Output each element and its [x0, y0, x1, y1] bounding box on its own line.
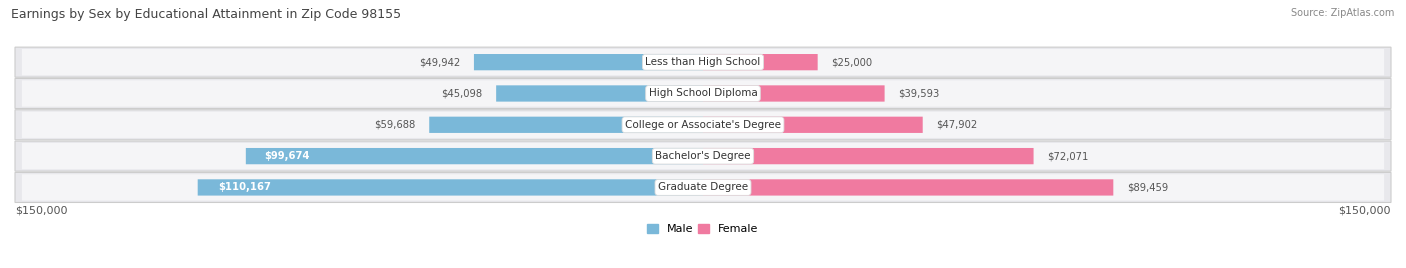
- FancyBboxPatch shape: [22, 174, 1384, 200]
- FancyBboxPatch shape: [246, 148, 703, 164]
- Text: High School Diploma: High School Diploma: [648, 88, 758, 98]
- FancyBboxPatch shape: [15, 110, 1391, 140]
- FancyBboxPatch shape: [703, 179, 1114, 196]
- Text: $45,098: $45,098: [441, 88, 482, 98]
- FancyBboxPatch shape: [198, 179, 703, 196]
- Text: College or Associate's Degree: College or Associate's Degree: [626, 120, 780, 130]
- Text: Bachelor's Degree: Bachelor's Degree: [655, 151, 751, 161]
- FancyBboxPatch shape: [15, 79, 1391, 109]
- Text: $59,688: $59,688: [374, 120, 415, 130]
- Text: Less than High School: Less than High School: [645, 57, 761, 67]
- FancyBboxPatch shape: [15, 141, 1391, 171]
- FancyBboxPatch shape: [474, 54, 703, 70]
- FancyBboxPatch shape: [22, 143, 1384, 169]
- Legend: Male, Female: Male, Female: [643, 219, 763, 239]
- FancyBboxPatch shape: [429, 117, 703, 133]
- FancyBboxPatch shape: [703, 54, 818, 70]
- Text: $89,459: $89,459: [1128, 183, 1168, 192]
- FancyBboxPatch shape: [703, 148, 1033, 164]
- Text: $99,674: $99,674: [264, 151, 309, 161]
- Text: Earnings by Sex by Educational Attainment in Zip Code 98155: Earnings by Sex by Educational Attainmen…: [11, 8, 401, 21]
- Text: $39,593: $39,593: [898, 88, 939, 98]
- FancyBboxPatch shape: [22, 112, 1384, 138]
- Text: $47,902: $47,902: [936, 120, 977, 130]
- FancyBboxPatch shape: [496, 85, 703, 102]
- Text: Source: ZipAtlas.com: Source: ZipAtlas.com: [1291, 8, 1395, 18]
- FancyBboxPatch shape: [15, 47, 1391, 77]
- Text: $150,000: $150,000: [1339, 206, 1391, 215]
- Text: $49,942: $49,942: [419, 57, 460, 67]
- Text: $72,071: $72,071: [1047, 151, 1088, 161]
- FancyBboxPatch shape: [22, 80, 1384, 107]
- Text: $110,167: $110,167: [218, 183, 271, 192]
- Text: Graduate Degree: Graduate Degree: [658, 183, 748, 192]
- Text: $25,000: $25,000: [831, 57, 873, 67]
- FancyBboxPatch shape: [703, 117, 922, 133]
- Text: $150,000: $150,000: [15, 206, 67, 215]
- FancyBboxPatch shape: [703, 85, 884, 102]
- FancyBboxPatch shape: [22, 49, 1384, 75]
- FancyBboxPatch shape: [15, 172, 1391, 202]
